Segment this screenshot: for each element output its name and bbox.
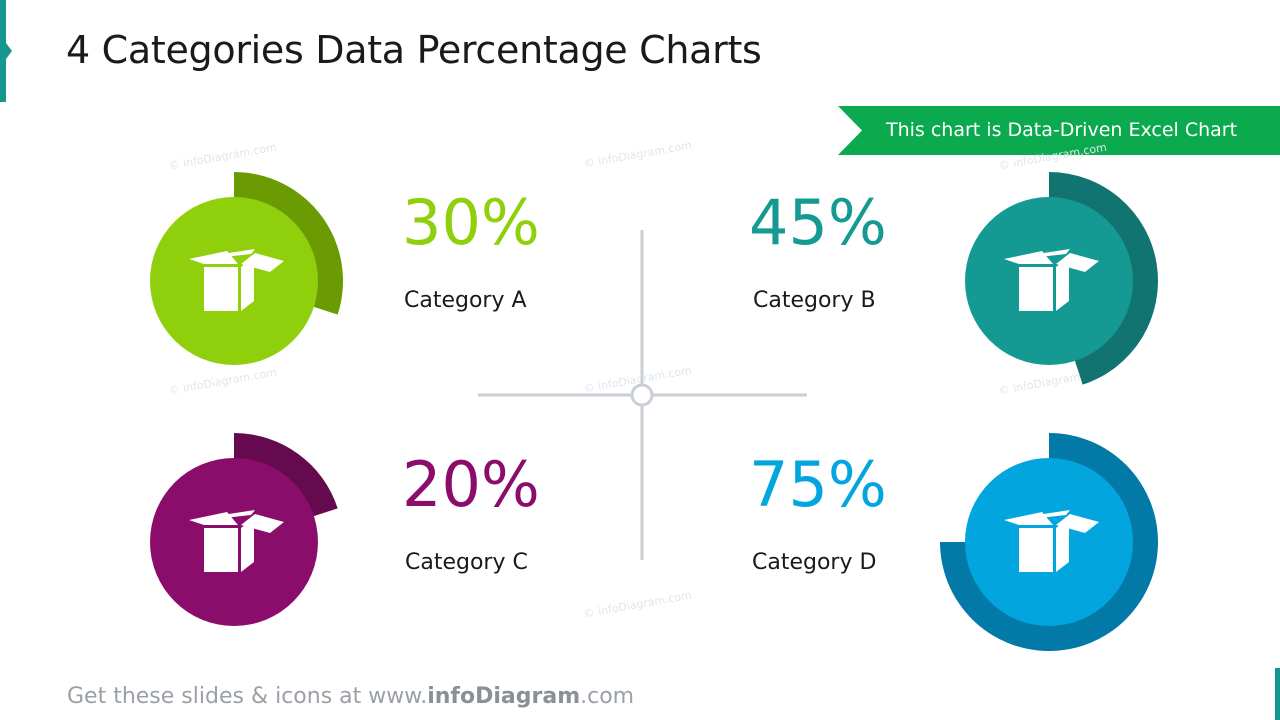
center-divider [478,230,807,560]
category-label-c: Category C [405,550,528,575]
ring-chart-category-c [150,433,338,626]
box-icon [1004,510,1099,572]
box-icon [189,249,284,311]
category-label-d: Category D [752,550,877,575]
left-accent-notch [6,43,12,59]
value-label-category-c: 20% [402,448,540,521]
page-title: 4 Categories Data Percentage Charts [66,28,762,72]
ring-chart-category-b [965,172,1158,385]
ring-chart-category-a [150,172,343,365]
footer-suffix: .com [580,684,635,709]
box-icon [1004,249,1099,311]
footer-text: Get these slides & icons at www.infoDiag… [67,684,634,709]
category-label-b: Category B [753,288,876,313]
value-label-category-b: 45% [749,186,887,259]
right-accent-bar [1275,668,1280,720]
footer-brand: infoDiagram [427,684,581,709]
footer-prefix: Get these slides & icons at www. [67,684,428,709]
box-icon [189,510,284,572]
value-label-category-a: 30% [402,186,540,259]
left-accent-bar [0,0,6,102]
data-driven-banner: This chart is Data-Driven Excel Chart [838,106,1280,155]
value-label-category-d: 75% [749,448,887,521]
category-label-a: Category A [404,288,527,313]
ring-chart-category-d [940,433,1158,651]
